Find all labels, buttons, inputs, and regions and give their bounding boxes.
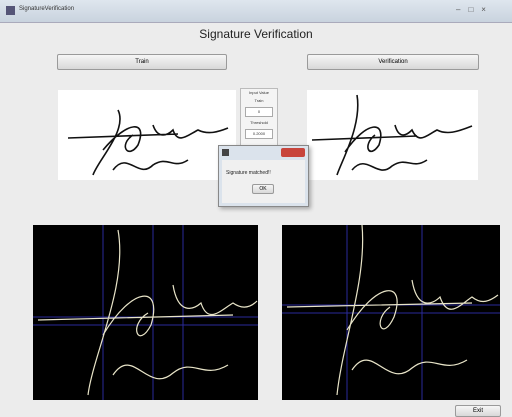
window-title: SignatureVerification (19, 6, 74, 12)
threshold-label: Threshold (241, 119, 277, 127)
window-controls[interactable]: –□× (456, 5, 494, 14)
signature-image-left (58, 90, 236, 180)
panel-sub: Train (241, 97, 277, 105)
processed-image-left (33, 225, 258, 400)
processed-image-right (282, 225, 500, 400)
app-window: SignatureVerification –□× Signature Veri… (0, 0, 512, 417)
verify-button[interactable]: Verification (307, 54, 479, 70)
value-field[interactable]: 0 (245, 107, 273, 117)
title-bar: SignatureVerification –□× (0, 0, 512, 23)
dialog-body: Signature matched!! OK (222, 160, 305, 203)
header-title: Signature Verification (0, 27, 512, 41)
dialog-ok-button[interactable]: OK (252, 184, 274, 194)
message-dialog: Signature matched!! OK (218, 145, 309, 207)
app-icon (6, 6, 15, 15)
threshold-field[interactable]: 0.2000 (245, 129, 273, 139)
dialog-close[interactable] (281, 148, 305, 157)
panel-label: Input Value (241, 89, 277, 97)
dialog-icon (222, 149, 229, 156)
signature-image-right (307, 90, 478, 180)
train-button[interactable]: Train (57, 54, 227, 70)
dialog-message: Signature matched!! (226, 170, 271, 176)
exit-button[interactable]: Exit (455, 405, 501, 417)
